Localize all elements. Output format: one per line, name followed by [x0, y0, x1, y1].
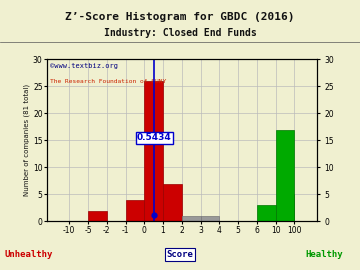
Y-axis label: Number of companies (81 total): Number of companies (81 total) [24, 84, 30, 197]
Text: Score: Score [167, 250, 193, 259]
Bar [163, 184, 182, 221]
Text: Z’-Score Histogram for GBDC (2016): Z’-Score Histogram for GBDC (2016) [65, 12, 295, 22]
Text: 0.5434: 0.5434 [137, 133, 172, 142]
Bar [257, 205, 275, 221]
Text: Healthy: Healthy [305, 250, 343, 259]
Bar [144, 81, 163, 221]
Text: The Research Foundation of SUNY: The Research Foundation of SUNY [50, 79, 166, 84]
Bar [275, 130, 294, 221]
Text: Unhealthy: Unhealthy [5, 250, 53, 259]
Bar [88, 211, 107, 221]
Bar [201, 216, 219, 221]
Bar [126, 200, 144, 221]
Text: ©www.textbiz.org: ©www.textbiz.org [50, 63, 117, 69]
Text: Industry: Closed End Funds: Industry: Closed End Funds [104, 28, 256, 38]
Bar [182, 216, 201, 221]
